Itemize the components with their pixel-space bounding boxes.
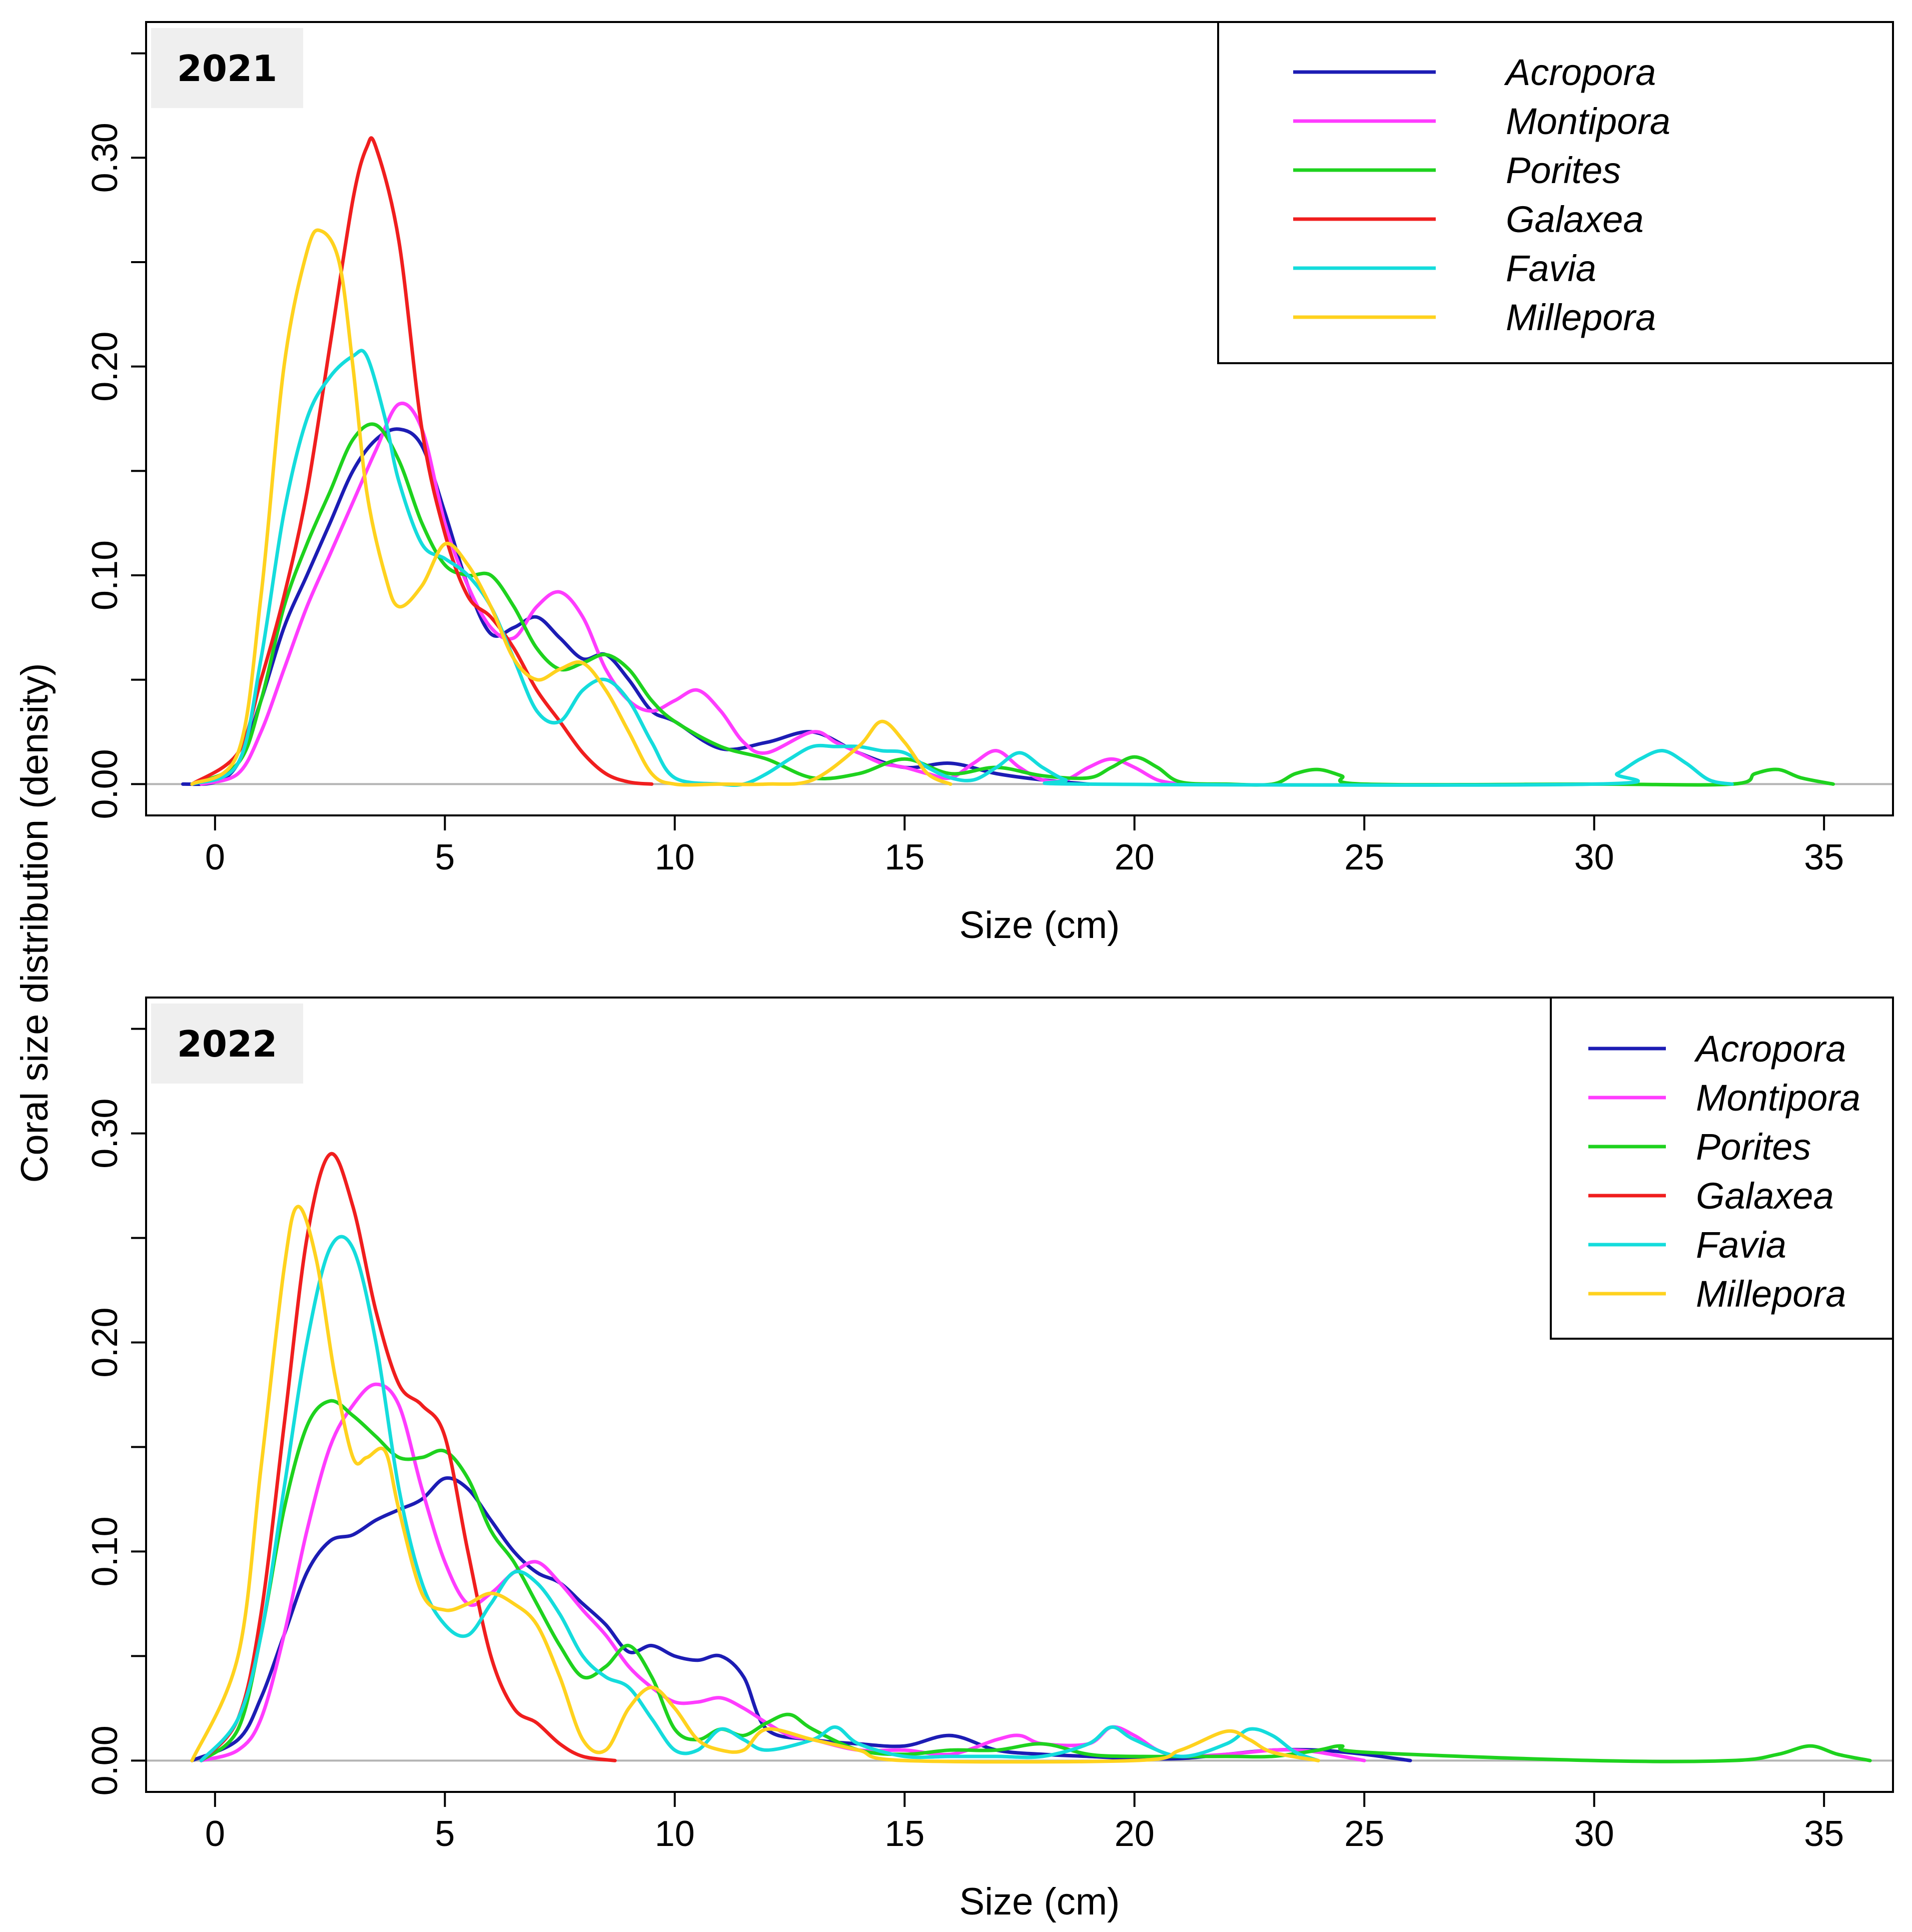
series-line-galaxea (199, 1152, 617, 1762)
plot-frame (145, 21, 1894, 816)
y-tick-label: 0.30 (85, 1099, 125, 1169)
series-line-favia (199, 1235, 1320, 1762)
legend-box (1217, 21, 1894, 364)
x-tick-label: 10 (655, 837, 695, 877)
panel-label: 2021 (177, 48, 277, 90)
x-tick-label: 5 (435, 837, 455, 877)
y-tick-label: 0.30 (85, 123, 125, 193)
legend-box (1550, 997, 1894, 1340)
legend-label-millepora: Millepora (1506, 297, 1656, 338)
panel-2022: 0 5 10 15 20 25 30 35 0.00 0.10 0.20 0.30 Size (cm) 2… (85, 997, 1894, 1923)
x-tick-label: 15 (884, 837, 924, 877)
legend: Acropora Montipora Porites Galaxea Favia Mill… (1550, 997, 1894, 1340)
x-tick-label: 30 (1574, 837, 1614, 877)
x-tick-label: 30 (1574, 1814, 1614, 1854)
legend-label-favia: Favia (1696, 1224, 1786, 1266)
x-axis-title: Size (cm) (960, 904, 1120, 946)
legend-label-millepora: Millepora (1696, 1273, 1846, 1315)
legend-label-montipora: Montipora (1696, 1077, 1860, 1119)
plot-frame (145, 997, 1894, 1793)
y-tick-label: 0.20 (85, 1307, 125, 1377)
x-tick-label: 0 (205, 1814, 225, 1854)
legend: Acropora Montipora Porites Galaxea Favia Mill… (1217, 21, 1894, 364)
series-line-acropora (190, 1476, 1412, 1762)
y-tick-label: 0.10 (85, 540, 125, 610)
x-tick-label: 20 (1115, 1814, 1155, 1854)
series-line-millepora (190, 228, 952, 787)
x-tick-label: 35 (1804, 1814, 1844, 1854)
y-tick-label: 0.20 (85, 332, 125, 402)
panels-group: 0 5 10 15 20 25 30 35 0.00 0.10 0.20 0.30 Size (cm) 2… (85, 21, 1894, 1923)
x-axis-title: Size (cm) (960, 1880, 1120, 1923)
panel-2021: 0 5 10 15 20 25 30 35 0.00 0.10 0.20 0.30 Size (cm) 2… (85, 21, 1894, 946)
panel-label-box (151, 1004, 303, 1084)
legend-label-galaxea: Galaxea (1506, 199, 1644, 240)
y-tick-label: 0.10 (85, 1516, 125, 1586)
x-tick-label: 15 (884, 1814, 924, 1854)
legend-label-porites: Porites (1696, 1126, 1811, 1168)
y-axis-title: Coral size distribution (density) (14, 663, 56, 1183)
x-tick-label: 25 (1344, 837, 1384, 877)
x-tick-label: 35 (1804, 837, 1844, 877)
panel-label-box (151, 28, 303, 108)
legend-label-montipora: Montipora (1506, 101, 1670, 142)
x-tick-label: 10 (655, 1814, 695, 1854)
legend-label-acropora: Acropora (1694, 1028, 1846, 1070)
series-line-porites (190, 422, 1835, 787)
x-tick-label: 0 (205, 837, 225, 877)
x-tick-label: 25 (1344, 1814, 1384, 1854)
panel-label: 2022 (177, 1023, 277, 1065)
series-line-galaxea (190, 136, 654, 786)
legend-label-porites: Porites (1506, 150, 1621, 191)
legend-label-acropora: Acropora (1504, 52, 1656, 93)
x-tick-label: 5 (435, 1814, 455, 1854)
y-tick-label: 0.00 (85, 1725, 125, 1795)
legend-label-galaxea: Galaxea (1696, 1175, 1834, 1217)
y-tick-label: 0.00 (85, 749, 125, 819)
x-tick-label: 20 (1115, 837, 1155, 877)
series-line-porites (199, 1399, 1872, 1763)
series-line-montipora (199, 401, 1183, 786)
series-line-millepora (190, 1205, 1320, 1764)
legend-label-favia: Favia (1506, 248, 1596, 289)
